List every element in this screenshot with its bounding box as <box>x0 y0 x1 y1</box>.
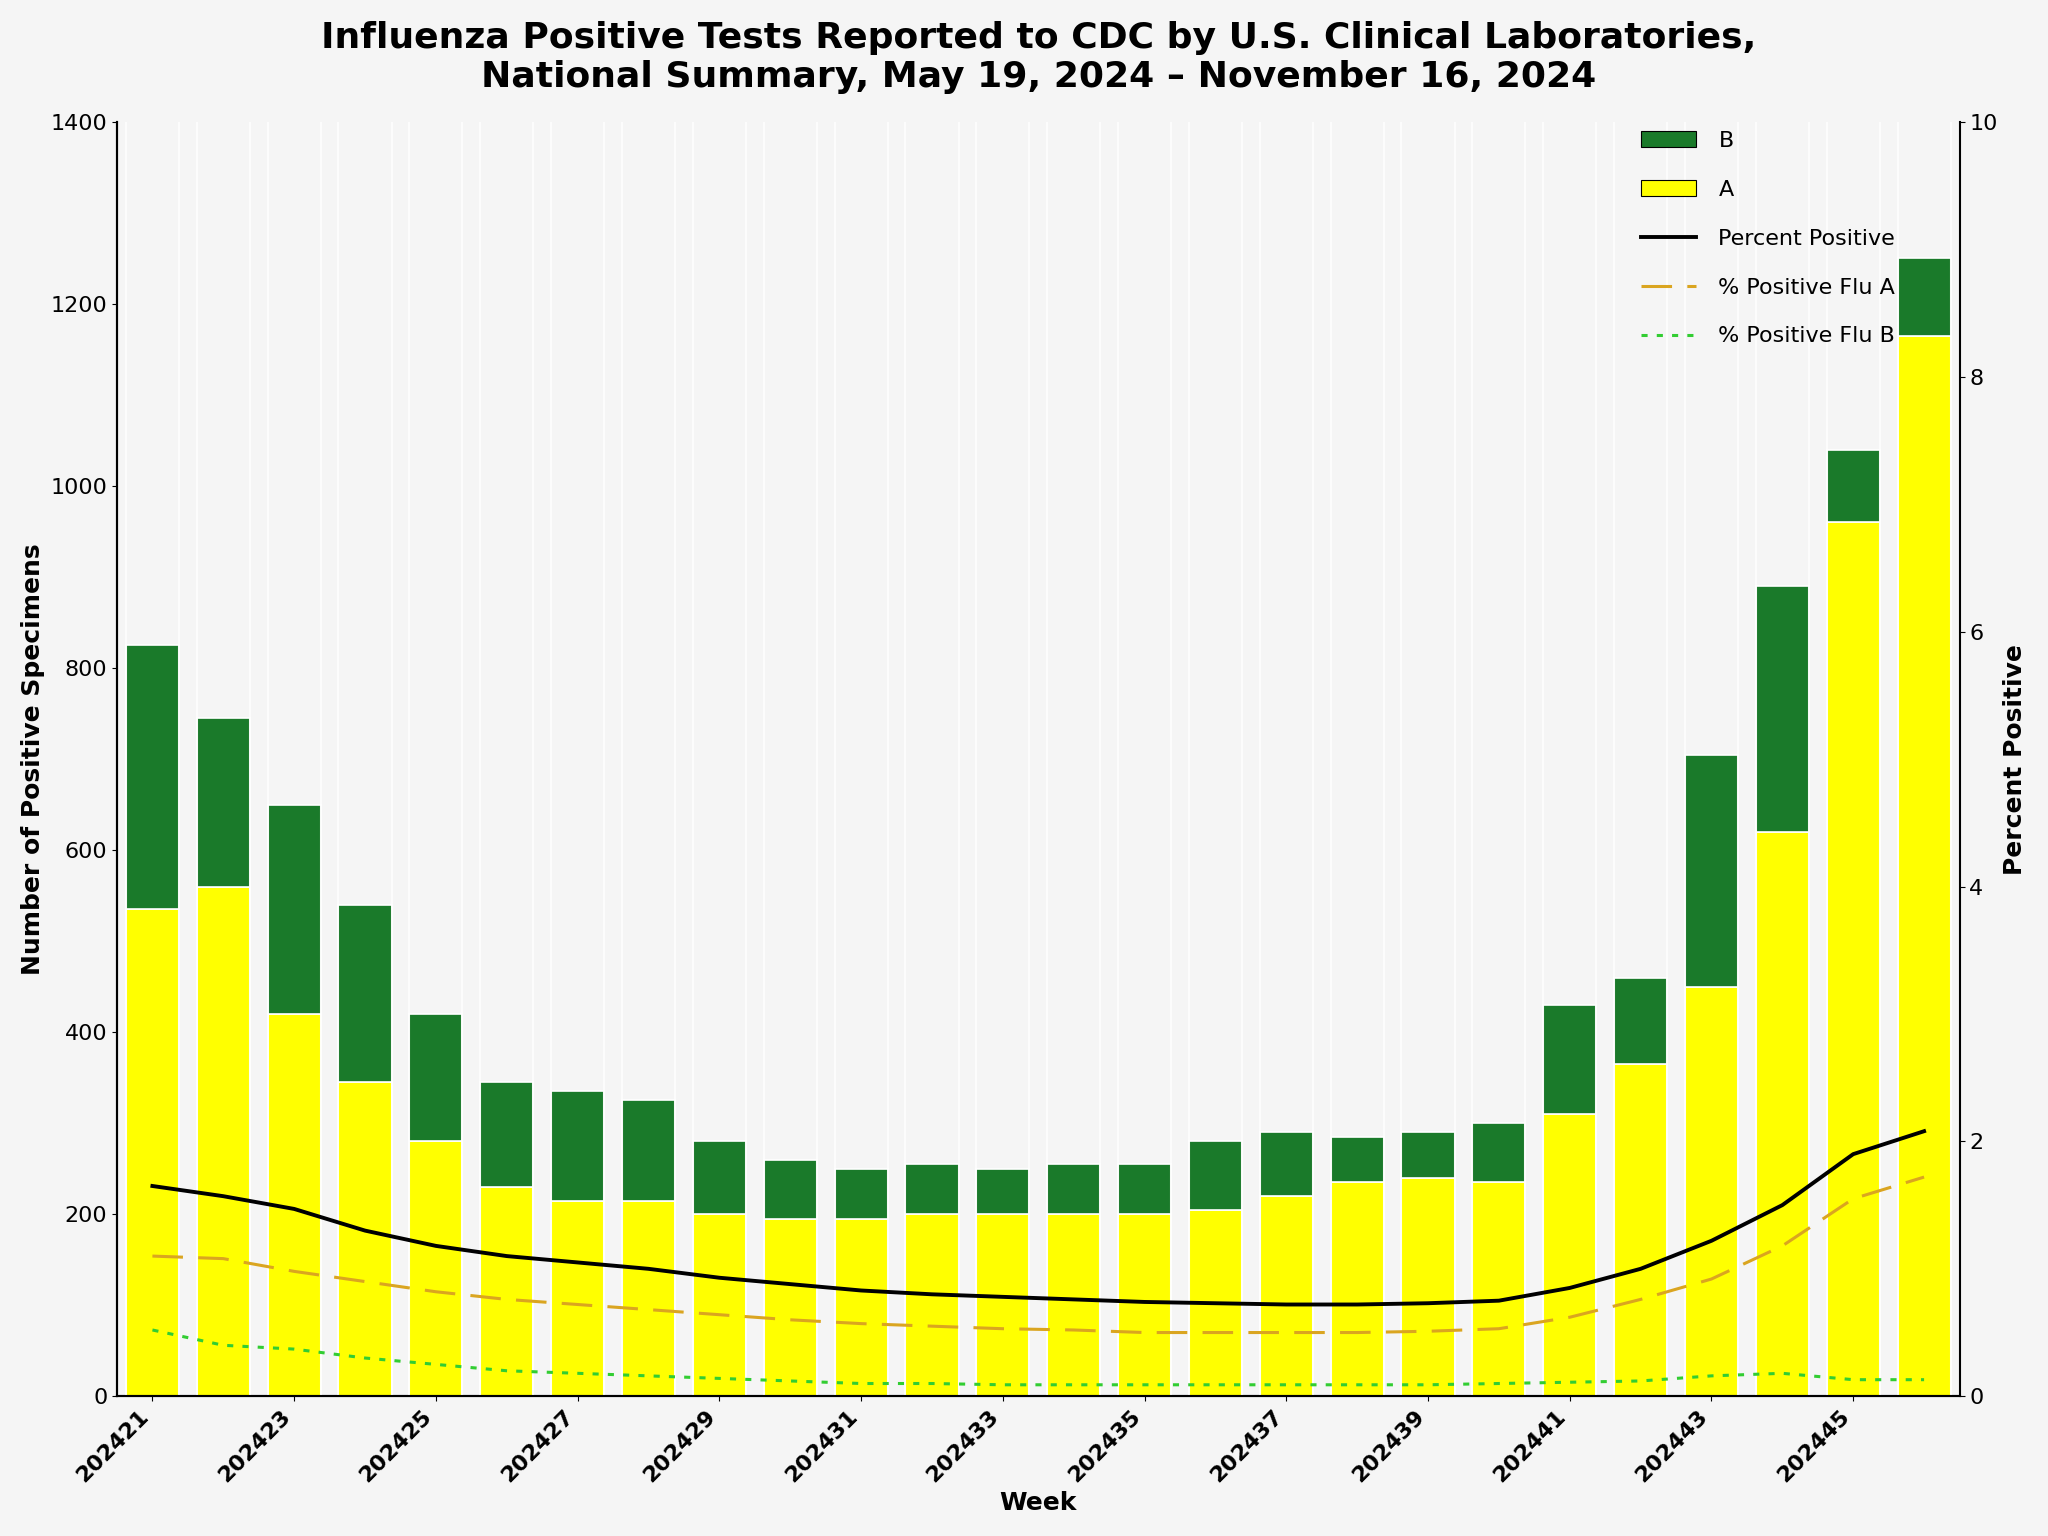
Bar <box>834 1218 887 1396</box>
Y-axis label: Number of Positive Specimens: Number of Positive Specimens <box>20 544 45 975</box>
Title: Influenza Positive Tests Reported to CDC by U.S. Clinical Laboratories,
National: Influenza Positive Tests Reported to CDC… <box>322 22 1755 94</box>
Bar <box>1260 1197 1313 1396</box>
Bar <box>125 645 178 909</box>
Bar <box>1188 1210 1241 1396</box>
Bar <box>197 719 250 886</box>
Bar <box>1686 986 1739 1396</box>
Bar <box>905 1164 958 1215</box>
Bar <box>1118 1164 1171 1215</box>
Bar <box>1898 258 1950 336</box>
Bar <box>479 1187 532 1396</box>
Bar <box>1331 1137 1384 1183</box>
Y-axis label: Percent Positive: Percent Positive <box>2003 644 2028 874</box>
Bar <box>410 1014 463 1141</box>
Bar <box>1614 1064 1667 1396</box>
Bar <box>338 905 391 1083</box>
Bar <box>692 1141 745 1215</box>
Bar <box>905 1215 958 1396</box>
Bar <box>1260 1132 1313 1197</box>
Bar <box>1473 1183 1526 1396</box>
Bar <box>977 1169 1030 1215</box>
Bar <box>1401 1178 1454 1396</box>
Bar <box>1827 522 1880 1396</box>
Bar <box>551 1201 604 1396</box>
Bar <box>338 1083 391 1396</box>
Bar <box>623 1201 676 1396</box>
Bar <box>1118 1215 1171 1396</box>
Bar <box>692 1215 745 1396</box>
Bar <box>1898 336 1950 1396</box>
Bar <box>764 1160 817 1218</box>
Bar <box>410 1141 463 1396</box>
Bar <box>1188 1141 1241 1210</box>
Bar <box>479 1083 532 1187</box>
Bar <box>1827 450 1880 522</box>
Bar <box>125 909 178 1396</box>
Bar <box>1047 1215 1100 1396</box>
Bar <box>1544 1005 1595 1114</box>
Bar <box>1544 1114 1595 1396</box>
Bar <box>764 1218 817 1396</box>
Bar <box>268 1014 322 1396</box>
Bar <box>268 805 322 1014</box>
Bar <box>197 886 250 1396</box>
Bar <box>1614 977 1667 1064</box>
Bar <box>1401 1132 1454 1178</box>
Bar <box>977 1215 1030 1396</box>
Bar <box>623 1100 676 1201</box>
Bar <box>551 1092 604 1201</box>
Bar <box>1755 587 1808 833</box>
X-axis label: Week: Week <box>999 1491 1077 1514</box>
Bar <box>1755 833 1808 1396</box>
Bar <box>1331 1183 1384 1396</box>
Bar <box>1047 1164 1100 1215</box>
Bar <box>1686 754 1739 986</box>
Legend: B, A, Percent Positive, % Positive Flu A, % Positive Flu B: B, A, Percent Positive, % Positive Flu A… <box>1632 121 1905 355</box>
Bar <box>1473 1123 1526 1183</box>
Bar <box>834 1169 887 1218</box>
